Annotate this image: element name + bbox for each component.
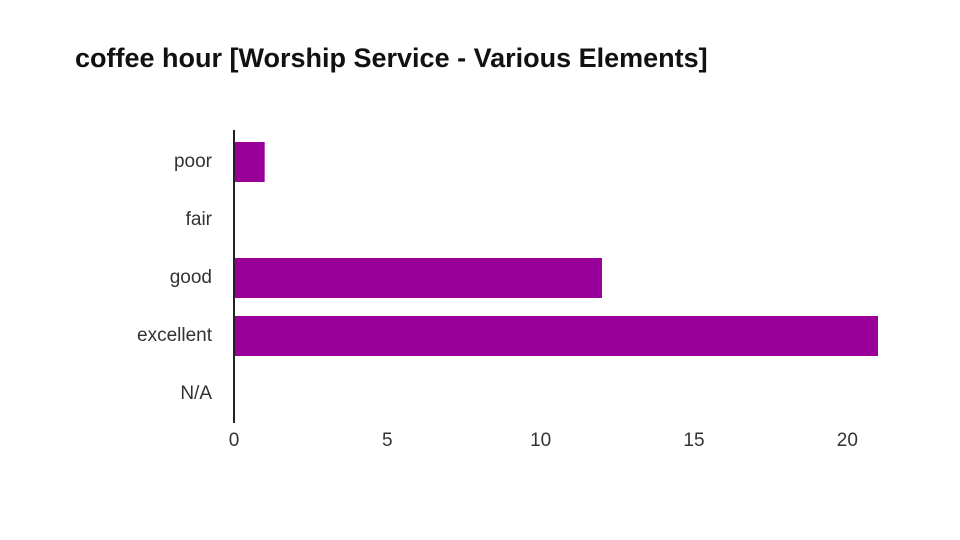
y-tick-label: poor: [174, 151, 213, 172]
y-tick-label: N/A: [180, 383, 212, 404]
bar: [234, 258, 602, 298]
chart-title: coffee hour [Worship Service - Various E…: [75, 43, 708, 73]
x-tick-label: 20: [837, 430, 858, 451]
x-tick-label: 10: [530, 430, 551, 451]
y-tick-label: fair: [186, 209, 213, 230]
bar: [234, 142, 265, 182]
y-tick-label: good: [170, 267, 212, 288]
bar: [234, 316, 878, 356]
x-tick-label: 15: [683, 430, 704, 451]
x-tick-label: 5: [382, 430, 393, 451]
x-tick-label: 0: [229, 430, 240, 451]
y-tick-label: excellent: [137, 325, 213, 346]
